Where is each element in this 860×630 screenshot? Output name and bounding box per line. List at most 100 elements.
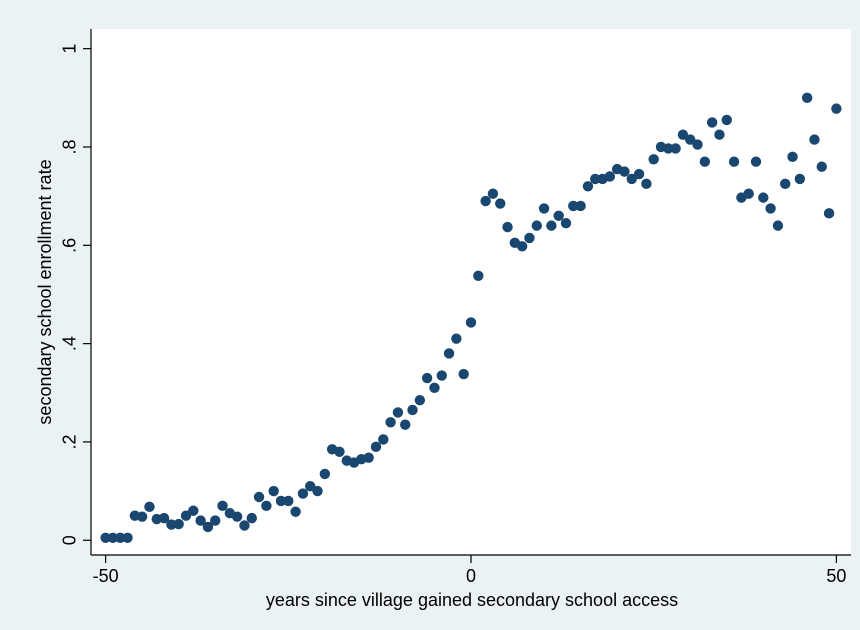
point: [728, 156, 740, 167]
point: [400, 419, 411, 430]
point: [188, 505, 199, 516]
point: [421, 372, 433, 384]
point: [663, 143, 674, 154]
point: [780, 178, 791, 190]
point: [480, 195, 491, 207]
point: [714, 129, 725, 140]
point: [414, 394, 426, 406]
point: [772, 220, 784, 231]
point: [378, 434, 389, 445]
point: [283, 495, 294, 507]
point: [180, 510, 192, 521]
point: [231, 511, 243, 522]
x-axis-label: years since village gained secondary sch…: [266, 590, 678, 610]
point: [692, 139, 703, 150]
point: [443, 348, 455, 359]
point: [158, 512, 170, 524]
point: [210, 515, 221, 526]
point: [801, 92, 813, 104]
point: [553, 210, 564, 222]
point: [677, 129, 689, 140]
point: [122, 532, 133, 543]
y-tick-label: 0: [60, 535, 80, 545]
y-axis-label: secondary school enrollment rate: [35, 159, 55, 424]
point: [370, 441, 382, 453]
point: [290, 506, 301, 517]
point: [568, 200, 579, 212]
point: [758, 192, 769, 203]
point: [743, 188, 754, 199]
point: [407, 404, 418, 416]
point: [787, 151, 798, 163]
point: [100, 532, 111, 543]
x-tick-label: -50: [93, 566, 119, 586]
point: [604, 171, 616, 182]
point: [136, 511, 148, 522]
point: [246, 512, 257, 524]
point: [619, 166, 630, 177]
point: [648, 154, 659, 165]
x-tick-label: 50: [826, 566, 846, 586]
point: [465, 317, 477, 328]
point: [275, 495, 287, 507]
point: [436, 370, 447, 381]
point: [392, 407, 404, 418]
point: [685, 134, 696, 145]
point: [495, 198, 506, 209]
point: [239, 520, 250, 531]
point: [809, 134, 820, 145]
point: [173, 518, 184, 530]
point: [115, 532, 126, 543]
point: [750, 156, 762, 167]
point: [831, 103, 842, 114]
point: [524, 232, 535, 244]
point: [531, 220, 542, 231]
point: [721, 114, 732, 126]
point: [451, 333, 462, 344]
point: [633, 168, 645, 180]
point: [144, 501, 155, 513]
point: [546, 220, 557, 231]
point: [487, 188, 499, 199]
point: [429, 382, 440, 394]
point: [816, 161, 827, 172]
point: [319, 468, 331, 480]
point: [575, 200, 586, 212]
point: [502, 221, 513, 233]
point: [823, 208, 835, 219]
y-tick-label: 1: [60, 44, 80, 54]
point: [670, 143, 681, 154]
point: [794, 173, 806, 185]
point: [590, 173, 601, 185]
point: [699, 156, 711, 167]
point: [253, 491, 265, 503]
plot-area: [91, 29, 851, 555]
y-tick-label: .2: [60, 434, 80, 449]
point: [765, 203, 776, 214]
point: [641, 178, 652, 190]
point: [202, 521, 214, 533]
point: [560, 217, 572, 229]
point: [217, 500, 228, 512]
y-tick-label: .6: [60, 238, 80, 253]
point: [706, 117, 718, 128]
point: [626, 173, 637, 185]
point: [334, 446, 345, 457]
point: [261, 500, 272, 512]
point: [312, 485, 323, 497]
point: [297, 488, 309, 499]
point: [363, 452, 374, 463]
point: [268, 485, 279, 497]
point: [385, 417, 396, 428]
x-tick-label: 0: [466, 566, 476, 586]
point: [473, 270, 484, 281]
y-tick-label: .4: [60, 336, 80, 351]
point: [305, 480, 316, 492]
point: [195, 515, 206, 526]
point: [582, 181, 594, 192]
point: [107, 532, 119, 543]
point: [538, 203, 550, 214]
y-tick-label: .8: [60, 139, 80, 154]
